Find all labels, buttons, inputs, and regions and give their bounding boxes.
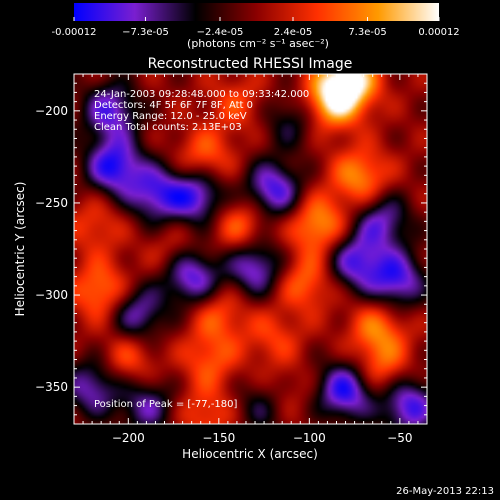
footer-timestamp: 26-May-2013 22:13 bbox=[396, 486, 494, 497]
colorbar-tick-label: −7.3e-05 bbox=[122, 27, 169, 38]
chart-title: Reconstructed RHESSI Image bbox=[148, 56, 353, 72]
annotation-time: 24-Jan-2003 09:28:48.000 to 09:33:42.000 bbox=[94, 89, 309, 100]
x-axis-label: Heliocentric X (arcsec) bbox=[182, 447, 318, 461]
x-tick-label: −150 bbox=[202, 431, 235, 445]
colorbar-tick-label: -0.00012 bbox=[52, 27, 97, 38]
x-tick-label: −50 bbox=[387, 431, 412, 445]
heatmap-image bbox=[74, 74, 427, 424]
x-axis: −200 −150 −100 −50 bbox=[82, 74, 419, 445]
colorbar-ticks: -0.00012 −7.3e-05 −2.4e-05 2.4e-05 7.3e-05 0.… bbox=[52, 17, 460, 38]
x-tick-label: −100 bbox=[293, 431, 326, 445]
y-tick-label: −200 bbox=[35, 104, 68, 118]
colorbar-unit: (photons cm⁻² s⁻¹ asec⁻²) bbox=[187, 37, 329, 50]
y-tick-label: −350 bbox=[35, 380, 68, 394]
colorbar-tick-label: 0.00012 bbox=[418, 27, 459, 38]
annotation-detectors: Detectors: 4F 5F 6F 7F 8F, Att 0 bbox=[94, 100, 253, 111]
colorbar-tick-label: 7.3e-05 bbox=[348, 27, 386, 38]
annotation-energy: Energy Range: 12.0 - 25.0 keV bbox=[94, 111, 247, 122]
y-axis-label: Heliocentric Y (arcsec) bbox=[13, 182, 27, 317]
annotation-block: 24-Jan-2003 09:28:48.000 to 09:33:42.000… bbox=[94, 89, 309, 410]
heatmap-area bbox=[74, 74, 427, 424]
x-tick-label: −200 bbox=[112, 431, 145, 445]
colorbar-bar bbox=[74, 3, 439, 21]
annotation-clean: Clean Total counts: 2.13E+03 bbox=[94, 122, 242, 133]
colorbar: -0.00012 −7.3e-05 −2.4e-05 2.4e-05 7.3e-05 0.… bbox=[52, 3, 460, 50]
y-tick-label: −250 bbox=[35, 196, 68, 210]
y-tick-label: −300 bbox=[35, 288, 68, 302]
colorbar-tick-label: 2.4e-05 bbox=[274, 27, 312, 38]
colorbar-tick-label: −2.4e-05 bbox=[197, 27, 244, 38]
y-axis: −350 −300 −250 −200 bbox=[35, 82, 427, 416]
peak-position-label: Position of Peak = [-77,-180] bbox=[94, 399, 238, 410]
